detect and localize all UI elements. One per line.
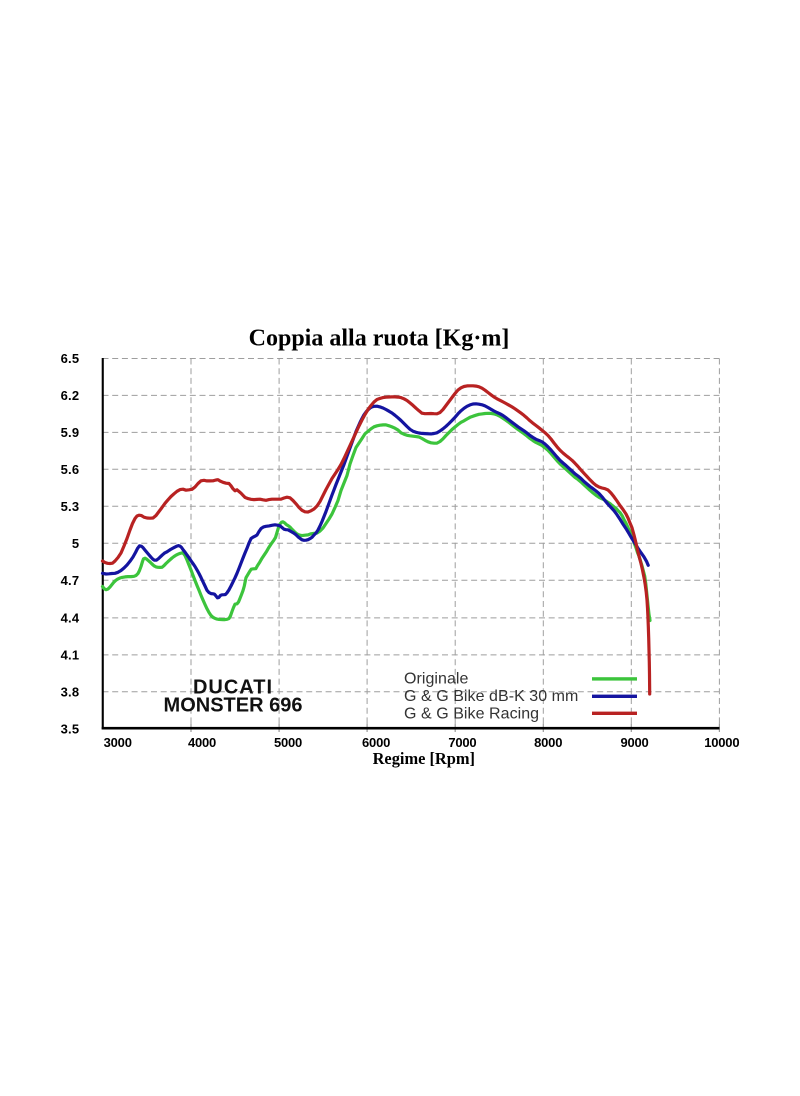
svg-text:3.8: 3.8 — [61, 684, 80, 699]
svg-text:4.1: 4.1 — [61, 648, 80, 663]
svg-text:MONSTER 696: MONSTER 696 — [164, 694, 303, 716]
svg-text:5.9: 5.9 — [61, 425, 80, 440]
svg-text:Regime [Rpm]: Regime [Rpm] — [373, 749, 475, 768]
svg-text:6.2: 6.2 — [61, 388, 80, 403]
svg-text:5000: 5000 — [274, 735, 302, 750]
svg-text:5.3: 5.3 — [61, 499, 80, 514]
svg-text:6.5: 6.5 — [61, 351, 80, 366]
svg-text:3.5: 3.5 — [61, 721, 80, 736]
svg-text:8000: 8000 — [534, 735, 562, 750]
svg-text:Coppia alla ruota [Kg·m]: Coppia alla ruota [Kg·m] — [249, 325, 510, 351]
svg-text:5: 5 — [72, 536, 79, 551]
svg-text:Originale: Originale — [404, 670, 469, 687]
svg-text:DUCATI: DUCATI — [193, 676, 273, 698]
svg-text:6000: 6000 — [362, 735, 390, 750]
svg-text:9000: 9000 — [620, 735, 648, 750]
svg-text:4.7: 4.7 — [61, 573, 80, 588]
svg-text:4.4: 4.4 — [61, 611, 80, 626]
svg-text:G & G Bike dB-K 30 mm: G & G Bike dB-K 30 mm — [404, 688, 578, 705]
svg-text:3000: 3000 — [104, 735, 132, 750]
svg-text:G & G Bike Racing: G & G Bike Racing — [404, 705, 539, 722]
svg-text:5.6: 5.6 — [61, 462, 80, 477]
svg-text:7000: 7000 — [448, 735, 476, 750]
svg-text:4000: 4000 — [188, 735, 216, 750]
svg-text:10000: 10000 — [704, 735, 739, 750]
